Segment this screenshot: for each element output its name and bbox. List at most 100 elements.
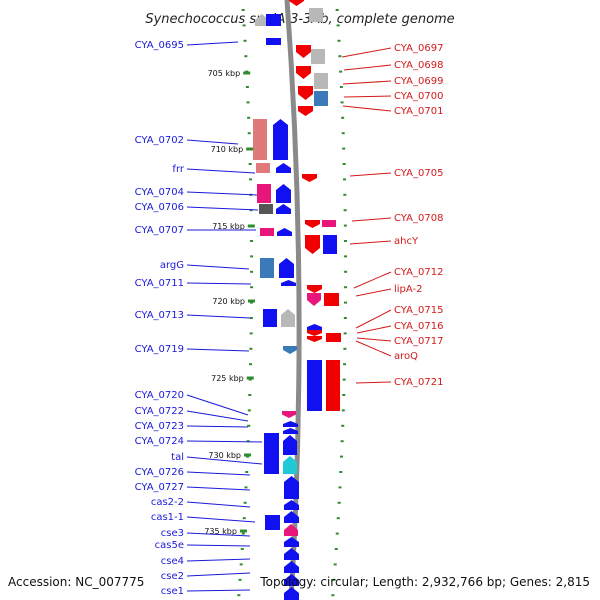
- feature-box--: [263, 309, 277, 327]
- genome-title: Synechococcus sp. JA-3-3Ab, complete gen…: [145, 12, 454, 27]
- left-connector-line: [186, 589, 251, 592]
- topology-text: Topology: circular; Length: 2,932,766 bp…: [259, 575, 590, 589]
- feature-arrow--: [307, 285, 322, 293]
- feature-arrow--: [298, 106, 313, 116]
- major-tick: [239, 529, 247, 533]
- gene-label-left[interactable]: CYA_0711: [135, 278, 184, 289]
- feature-box-+: [264, 455, 279, 474]
- gene-label-right[interactable]: CYA_0697: [394, 43, 443, 54]
- left-connector-line: [186, 282, 252, 285]
- left-connector-line: [186, 394, 249, 416]
- gene-label-left[interactable]: CYA_0723: [135, 421, 184, 432]
- minor-tick: [250, 255, 254, 258]
- gene-label-left[interactable]: frr: [172, 164, 184, 175]
- gene-label-left[interactable]: CYA_0706: [135, 202, 184, 213]
- right-connector-line: [356, 337, 392, 342]
- minor-tick: [343, 317, 347, 319]
- feature-box-+: [264, 433, 279, 455]
- minor-tick: [248, 378, 252, 381]
- gene-label-left[interactable]: CYA_0724: [135, 436, 184, 447]
- feature-arrow--: [307, 336, 322, 342]
- gene-label-right[interactable]: CYA_0698: [394, 60, 443, 71]
- gene-label-left[interactable]: CYA_0702: [135, 135, 184, 146]
- gene-label-right[interactable]: CYA_0708: [394, 213, 443, 224]
- right-connector-line: [356, 325, 392, 334]
- feature-arrow-+: [284, 561, 299, 573]
- feature-arrow-+: [284, 476, 299, 499]
- scale-mark-label: 735 kbp: [204, 527, 237, 536]
- feature-arrow--: [296, 45, 311, 58]
- gene-label-right[interactable]: CYA_0721: [394, 377, 443, 388]
- gene-label-left[interactable]: cse4: [161, 556, 184, 567]
- feature-arrow-+: [279, 258, 294, 278]
- gene-label-right[interactable]: CYA_0700: [394, 91, 443, 102]
- gene-label-left[interactable]: tal: [171, 452, 184, 463]
- major-tick: [244, 453, 252, 457]
- feature-arrow--: [298, 86, 313, 100]
- minor-tick: [339, 455, 343, 458]
- left-connector-line: [186, 516, 256, 523]
- feature-arrow--: [282, 411, 296, 418]
- gene-label-left[interactable]: CYA_0704: [135, 187, 184, 198]
- minor-tick: [249, 332, 253, 335]
- minor-tick: [338, 55, 342, 58]
- gene-label-right[interactable]: CYA_0716: [394, 321, 443, 332]
- feature-box--: [309, 8, 323, 22]
- left-connector-line: [186, 486, 251, 491]
- right-connector-line: [341, 47, 392, 58]
- right-connector-line: [349, 240, 392, 245]
- right-connector-line: [355, 340, 392, 357]
- gene-label-right[interactable]: CYA_0705: [394, 168, 443, 179]
- gene-label-left[interactable]: CYA_0719: [135, 344, 184, 355]
- minor-tick: [335, 9, 339, 11]
- right-label-column: CYA_0697 CYA_0698 CYA_0699 CYA_0700 CYA_0701…: [394, 43, 443, 388]
- minor-tick: [247, 116, 251, 119]
- minor-tick: [249, 301, 253, 304]
- minor-tick: [244, 486, 248, 489]
- minor-tick: [249, 317, 253, 319]
- minor-tick: [341, 424, 345, 427]
- gene-label-left[interactable]: CYA_0695: [135, 40, 184, 51]
- gene-label-left[interactable]: CYA_0713: [135, 310, 184, 321]
- minor-tick: [243, 39, 247, 42]
- left-connector-line: [186, 456, 263, 465]
- gene-label-left[interactable]: cas5e: [155, 540, 184, 551]
- gene-label-left[interactable]: cse1: [161, 586, 184, 597]
- gene-label-right[interactable]: ahcY: [394, 236, 419, 247]
- minor-tick: [342, 163, 346, 165]
- minor-tick: [245, 471, 249, 473]
- right-connector-line: [343, 64, 392, 71]
- gene-label-left[interactable]: CYA_0722: [135, 406, 184, 417]
- left-connector-line: [186, 532, 251, 537]
- gene-label-right[interactable]: CYA_0701: [394, 106, 443, 117]
- minor-tick: [344, 270, 348, 273]
- gene-label-right[interactable]: CYA_0715: [394, 305, 443, 316]
- feature-arrow-+: [276, 163, 291, 173]
- right-connector-line: [351, 217, 392, 222]
- feature-arrow-+: [307, 324, 322, 330]
- minor-tick: [342, 394, 346, 396]
- gene-label-left[interactable]: argG: [160, 260, 184, 271]
- right-connector-line: [342, 105, 392, 112]
- gene-label-left[interactable]: CYA_0727: [135, 482, 184, 493]
- gene-label-left[interactable]: CYA_0707: [135, 225, 184, 236]
- gene-label-left[interactable]: CYA_0720: [135, 390, 184, 401]
- gene-label-left[interactable]: cas1-1: [151, 512, 184, 523]
- minor-tick: [247, 132, 251, 135]
- gene-label-left[interactable]: cas2-2: [151, 497, 184, 508]
- gene-label-right[interactable]: lipA-2: [394, 284, 423, 295]
- feature-box--: [323, 235, 337, 254]
- right-connector-line: [355, 309, 392, 329]
- minor-tick: [237, 594, 241, 597]
- gene-label-right[interactable]: CYA_0699: [394, 76, 443, 87]
- feature-box-+: [256, 163, 270, 173]
- gene-label-right[interactable]: aroQ: [394, 351, 418, 362]
- minor-tick: [247, 409, 251, 412]
- gene-label-right[interactable]: CYA_0717: [394, 336, 443, 347]
- gene-label-right[interactable]: CYA_0712: [394, 267, 443, 278]
- gene-label-left[interactable]: cse2: [161, 571, 184, 582]
- gene-label-left[interactable]: cse3: [161, 528, 184, 539]
- minor-tick: [335, 532, 339, 535]
- gene-label-left[interactable]: CYA_0726: [135, 467, 184, 478]
